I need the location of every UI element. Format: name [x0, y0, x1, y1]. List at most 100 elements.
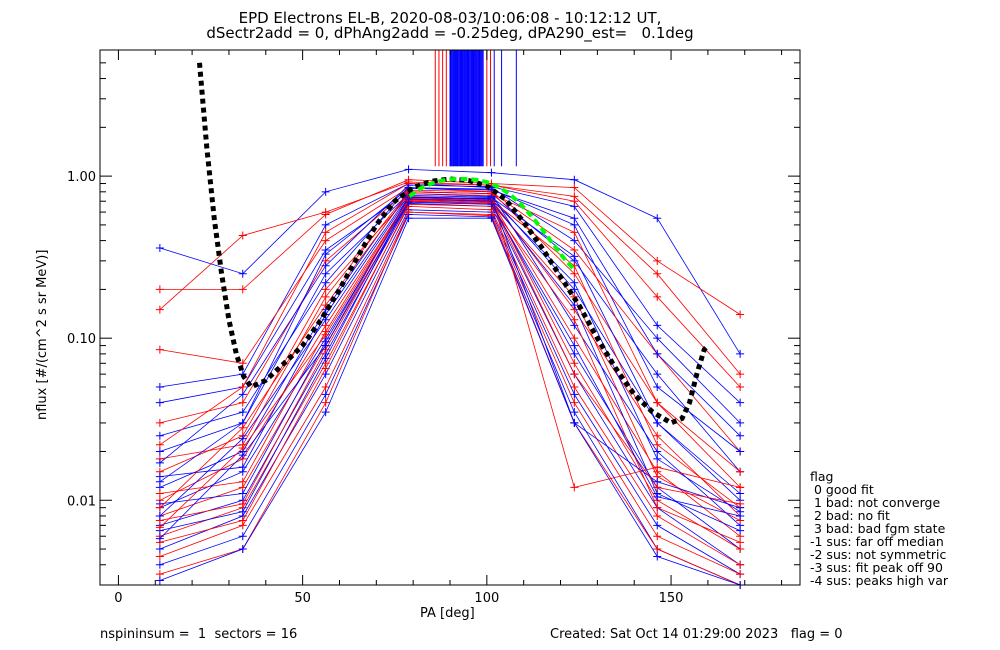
data-point: [653, 398, 662, 407]
data-point: [155, 545, 164, 554]
data-point: [321, 250, 330, 259]
series-line: [159, 193, 741, 501]
data-point: [155, 382, 164, 391]
legend-item: 2 bad: no fit: [810, 508, 890, 523]
series-line: [159, 168, 741, 355]
x-tick-label: 50: [294, 591, 311, 606]
data-point: [321, 390, 330, 399]
data-point: [155, 576, 164, 585]
data-point: [736, 499, 745, 508]
data-point: [570, 175, 579, 184]
data-point: [736, 570, 745, 579]
data-point: [653, 463, 662, 472]
data-point: [653, 431, 662, 440]
data-point: [321, 382, 330, 391]
data-point: [653, 334, 662, 343]
data-point: [155, 244, 164, 253]
series-line: [159, 203, 741, 543]
series-line: [159, 217, 741, 586]
data-point: [570, 349, 579, 358]
data-point: [653, 370, 662, 379]
data-point: [155, 477, 164, 486]
data-point: [238, 390, 247, 399]
data-point: [155, 511, 164, 520]
data-point: [238, 231, 247, 240]
data-point: [653, 511, 662, 520]
data-point: [155, 458, 164, 467]
data-point: [321, 364, 330, 373]
series-line: [159, 205, 741, 566]
data-point: [404, 198, 413, 207]
footer-spin-info: nspininsum = 1 sectors = 16: [100, 627, 298, 642]
data-point: [155, 345, 164, 354]
data-point: [155, 431, 164, 440]
data-point: [155, 534, 164, 543]
data-point: [653, 256, 662, 265]
data-point: [736, 382, 745, 391]
data-point: [238, 545, 247, 554]
series-line: [159, 209, 741, 575]
legend-item: -2 sus: not symmetric: [810, 547, 947, 562]
data-point: [736, 545, 745, 554]
data-point: [321, 228, 330, 237]
legend-item: 1 bad: not converge: [810, 495, 941, 510]
data-point: [155, 285, 164, 294]
legend-item: -3 sus: fit peak off 90: [810, 560, 943, 575]
chart-subtitle: dSectr2add = 0, dPhAng2add = -0.25deg, d…: [206, 24, 694, 42]
series-line: [159, 211, 741, 586]
data-series: [155, 165, 745, 589]
series-line: [159, 181, 741, 375]
data-point: [570, 315, 579, 324]
data-point: [570, 341, 579, 350]
data-point: [736, 370, 745, 379]
data-point: [736, 560, 745, 569]
data-point: [653, 503, 662, 512]
data-point: [570, 334, 579, 343]
data-point: [487, 200, 496, 209]
data-point: [238, 423, 247, 432]
data-point: [321, 220, 330, 229]
data-point: [736, 349, 745, 358]
data-point: [653, 440, 662, 449]
series-line: [159, 202, 741, 566]
data-point: [238, 477, 247, 486]
data-point: [736, 538, 745, 547]
data-point: [736, 447, 745, 456]
data-point: [653, 552, 662, 561]
flag-legend: flag 0 good fit 1 bad: not converge 2 ba…: [810, 470, 948, 587]
data-point: [736, 431, 745, 440]
data-point: [653, 292, 662, 301]
data-point: [238, 532, 247, 541]
data-point: [155, 552, 164, 561]
data-point: [570, 418, 579, 427]
data-point: [238, 382, 247, 391]
data-point: [653, 269, 662, 278]
data-point: [155, 418, 164, 427]
data-point: [238, 285, 247, 294]
data-point: [238, 499, 247, 508]
data-point: [321, 285, 330, 294]
data-point: [653, 532, 662, 541]
series-line: [159, 211, 741, 575]
data-point: [487, 214, 496, 223]
data-point: [653, 454, 662, 463]
data-point: [570, 398, 579, 407]
series-line: [159, 197, 741, 509]
data-point: [321, 236, 330, 245]
data-point: [570, 408, 579, 417]
data-point: [570, 228, 579, 237]
series-line: [159, 184, 741, 464]
series-line: [159, 200, 741, 521]
series-line: [159, 187, 741, 483]
data-point: [238, 269, 247, 278]
y-tick-label: 0.01: [67, 494, 96, 509]
data-point: [570, 252, 579, 261]
data-point: [238, 451, 247, 460]
x-tick-label: 100: [474, 591, 499, 606]
data-point: [155, 305, 164, 314]
data-point: [155, 440, 164, 449]
series-line: [159, 183, 741, 424]
data-point: [238, 516, 247, 525]
data-point: [321, 187, 330, 196]
